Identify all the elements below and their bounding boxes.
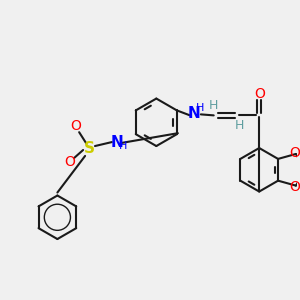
Text: H: H [235, 119, 244, 132]
Text: O: O [290, 146, 300, 160]
Text: O: O [254, 87, 265, 100]
Text: O: O [64, 155, 75, 169]
Text: H: H [118, 141, 127, 151]
Text: N: N [110, 135, 123, 150]
Text: H: H [196, 103, 204, 113]
Text: H: H [209, 99, 218, 112]
Text: S: S [83, 140, 94, 155]
Text: O: O [71, 119, 82, 133]
Text: N: N [188, 106, 200, 121]
Text: O: O [290, 180, 300, 194]
